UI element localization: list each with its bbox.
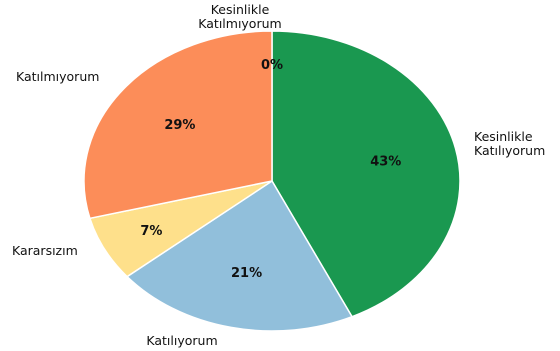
pie-slice-katiliyorum [126, 180, 353, 332]
slice-label-kesinlikle-katilmiyorum: Kesinlikle Katılmıyorum [198, 2, 281, 31]
pie-slice-katilmiyorum [83, 30, 273, 220]
slice-percent-katiliyorum: 21% [231, 266, 262, 281]
slice-label-kesinlikle-katiliyorum: Kesinlikle Katılıyorum [474, 129, 545, 158]
pie-slice-kesinlikle-katiliyorum [271, 30, 461, 318]
slice-label-katilmiyorum: Katılmıyorum [16, 69, 99, 84]
slice-percent-kesinlikle-katiliyorum: 43% [370, 155, 401, 170]
slice-percent-kesinlikle-katilmiyorum: 0% [261, 58, 283, 73]
slice-label-katiliyorum: Katılıyorum [146, 333, 217, 348]
slice-label-kararsizim: Kararsızım [12, 243, 78, 258]
slice-percent-katilmiyorum: 29% [164, 118, 195, 133]
slice-percent-kararsizim: 7% [140, 224, 162, 239]
